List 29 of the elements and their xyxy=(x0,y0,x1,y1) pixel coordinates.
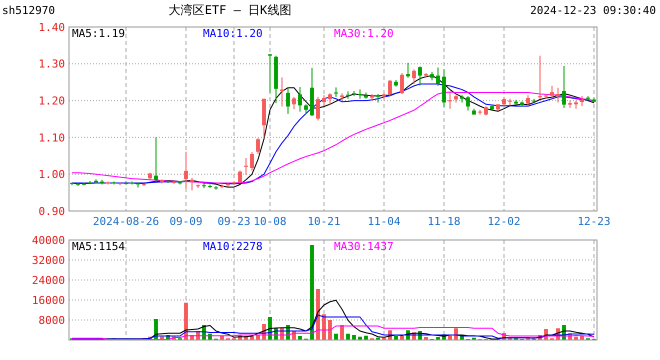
text: MA10:2278 xyxy=(203,240,263,253)
x-tick-label: 2024-08-26 xyxy=(92,215,160,228)
text: MA5:1.19 xyxy=(72,27,125,40)
y-tick-label: 32000 xyxy=(32,254,65,267)
y-tick-label: 1.00 xyxy=(38,168,65,182)
y-tick-label: 0.90 xyxy=(38,204,65,218)
text: MA30:1.20 xyxy=(334,27,394,40)
x-tick-label: 11-18 xyxy=(427,215,461,228)
y-tick-label: 1.20 xyxy=(38,94,65,108)
y-tick-label: 40000 xyxy=(32,234,65,247)
text: MA5:1154 xyxy=(72,240,126,253)
x-tick-label: 12-23 xyxy=(577,215,611,228)
text: 2024-12-23 09:30:40 xyxy=(530,4,656,17)
y-tick-label: 1.10 xyxy=(38,131,65,144)
x-tick-label: 09-09 xyxy=(169,215,203,228)
text: MA10:1.20 xyxy=(203,27,263,40)
y-tick-label: 1.30 xyxy=(38,58,65,71)
x-tick-label: 10-08 xyxy=(253,215,287,228)
x-tick-label: 11-04 xyxy=(367,215,401,228)
text: MA30:1437 xyxy=(334,240,394,253)
y-tick-label: 24000 xyxy=(32,274,65,287)
y-tick-label: 8000 xyxy=(38,314,65,327)
x-tick-label: 12-02 xyxy=(487,215,521,228)
text: sh512970 xyxy=(2,4,55,17)
y-tick-label: 1.40 xyxy=(38,20,65,34)
y-tick-label: 16000 xyxy=(32,294,65,307)
x-tick-label: 09-23 xyxy=(217,215,251,228)
x-tick-label: 10-21 xyxy=(307,215,341,228)
chart-title: 大湾区ETF — 日K线图 xyxy=(168,3,292,17)
